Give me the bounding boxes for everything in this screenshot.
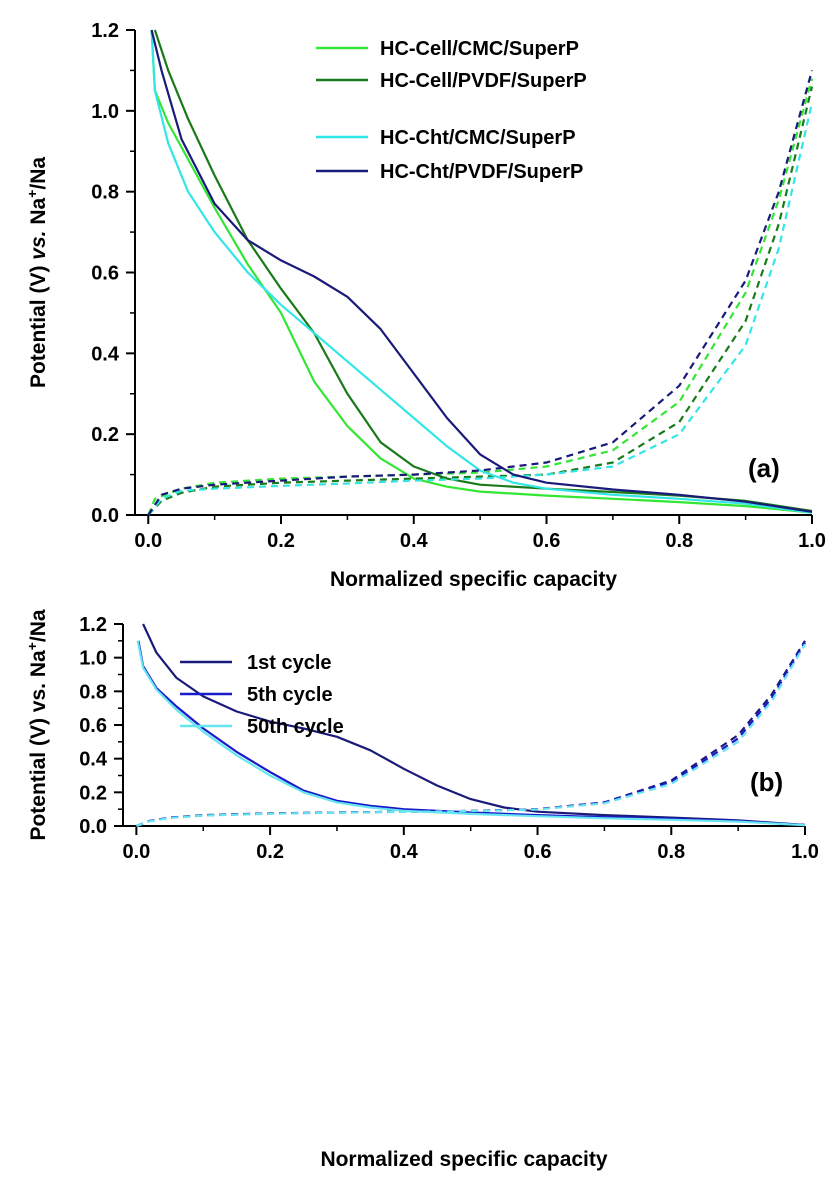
x-tick-label: 0.0 [122, 841, 150, 863]
panel-label: (b) [750, 767, 783, 797]
y-tick-label: 0.2 [79, 782, 107, 804]
series-discharge-line [142, 623, 806, 827]
y-axis-title-part: /Na [27, 157, 50, 190]
y-tick-label: 1.2 [91, 20, 119, 42]
panel-b: 0.0 0.2 0.4 0.6 0.8 1.0 0.0 0.2 0.4 0.6 0.8 1.0 1.2 N… [24, 609, 819, 1171]
y-axis-title-part: + [24, 190, 40, 198]
series-charge-line [147, 102, 814, 516]
panel-a: 0.0 0.2 0.4 0.6 0.8 1.0 0.0 0.2 0.4 0.6 0.8 1.0 1.2 N… [24, 20, 826, 591]
series-discharge-line [150, 29, 813, 513]
y-tick-label: 1.0 [79, 648, 107, 670]
y-tick-label: 0.0 [91, 505, 119, 527]
x-tick-label: 0.4 [400, 530, 429, 552]
legend-label: HC-Cht/CMC/SuperP [380, 127, 576, 149]
x-tick-label: 0.6 [533, 530, 561, 552]
x-tick-label: 0.0 [134, 530, 162, 552]
x-tick-label: 1.0 [798, 530, 826, 552]
y-tick-label: 1.0 [91, 101, 119, 123]
y-axis-title: Potential (V) vs. Na+/Na [24, 609, 50, 840]
x-tick-label: 1.0 [791, 841, 819, 863]
series-discharge-line [136, 640, 806, 827]
y-axis-title-part: /Na [27, 609, 50, 642]
series-discharge-line [153, 29, 813, 513]
x-tick-label: 0.2 [267, 530, 295, 552]
y-axis-title-part: + [24, 642, 40, 650]
x-axis-title: Normalized specific capacity [320, 1148, 607, 1171]
series-discharge-line [150, 29, 813, 514]
legend-label: HC-Cht/PVDF/SuperP [380, 161, 583, 183]
y-axis-title-part: Potential (V) [27, 260, 50, 388]
y-tick-label: 0.0 [79, 816, 107, 838]
y-tick-label: 0.6 [91, 263, 119, 285]
x-tick-label: 0.4 [390, 841, 419, 863]
y-tick-label: 0.4 [79, 749, 108, 771]
plot-area [147, 29, 814, 516]
legend: 1st cycle 5th cycle 50th cycle [180, 652, 344, 738]
series-charge-line [147, 70, 814, 516]
legend-label: 50th cycle [247, 716, 344, 738]
y-tick-label: 1.2 [79, 614, 107, 636]
legend: HC-Cell/CMC/SuperP HC-Cell/PVDF/SuperP HC-… [316, 38, 587, 183]
y-tick-label: 0.2 [91, 424, 119, 446]
series-discharge-line [150, 29, 813, 514]
y-tick-label: 0.4 [91, 343, 120, 365]
legend-label: HC-Cell/CMC/SuperP [380, 38, 579, 60]
x-axis-title: Normalized specific capacity [330, 568, 617, 591]
x-tick-label: 0.8 [665, 530, 693, 552]
legend-label: HC-Cell/PVDF/SuperP [380, 70, 587, 92]
y-axis-title-part: Potential (V) vs. Na [27, 650, 50, 841]
y-tick-label: 0.8 [91, 182, 119, 204]
y-tick-label: 0.6 [79, 715, 107, 737]
x-tick-label: 0.8 [657, 841, 685, 863]
y-axis-title-part: Na [27, 198, 50, 231]
panel-label: (a) [748, 453, 780, 483]
x-tick-label: 0.6 [524, 841, 552, 863]
y-axis-title: Potential (V) vs. Na+/Na [24, 157, 50, 388]
plot-area [136, 623, 806, 828]
x-tick-label: 0.2 [256, 841, 284, 863]
legend-label: 5th cycle [247, 684, 333, 706]
legend-label: 1st cycle [247, 652, 332, 674]
series-charge-line [147, 86, 814, 516]
y-tick-label: 0.8 [79, 681, 107, 703]
series-discharge-line [137, 640, 806, 827]
y-axis-title-part: vs. [27, 231, 50, 260]
series-charge-line [136, 643, 806, 828]
